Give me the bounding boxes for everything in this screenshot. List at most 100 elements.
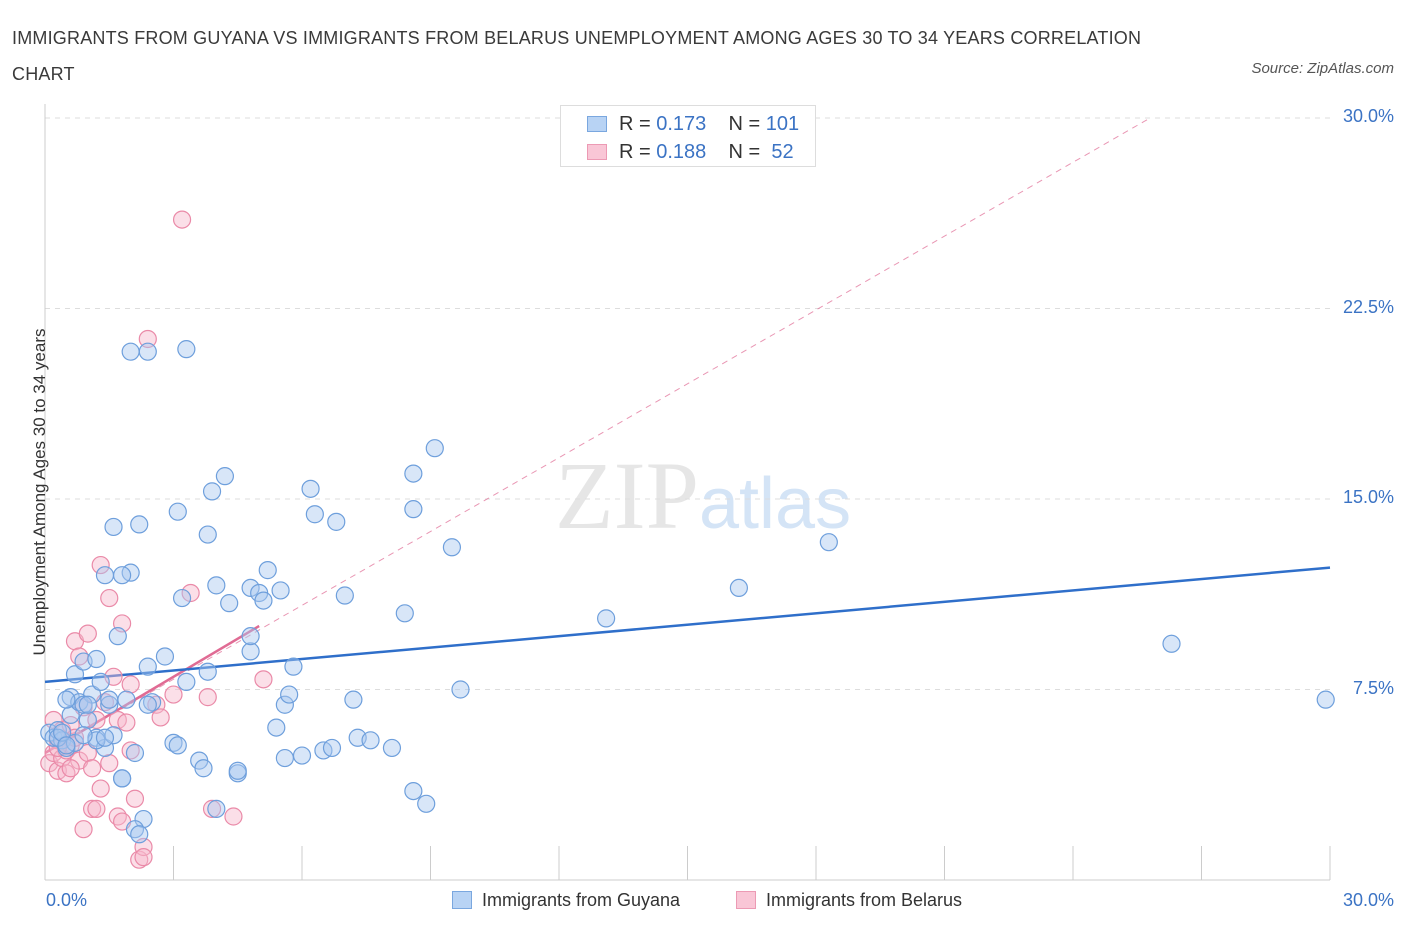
guyana-point <box>335 586 354 605</box>
guyana-legend-swatch <box>452 891 472 909</box>
r-label: R = <box>619 113 657 135</box>
guyana-point <box>95 728 115 747</box>
belarus-point <box>74 820 93 839</box>
guyana-point <box>74 695 93 714</box>
guyana-point <box>275 695 294 714</box>
guyana-trend-line <box>44 566 1331 684</box>
guyana-point <box>344 690 363 709</box>
belarus-point <box>91 555 110 575</box>
legend-item-guyana: Immigrants from Guyana <box>452 890 680 914</box>
guyana-point <box>1316 690 1335 709</box>
guyana-point <box>194 759 213 778</box>
guyana-point <box>305 505 324 524</box>
guyana-point <box>78 710 97 730</box>
guyana-point <box>404 781 423 801</box>
stats-legend: R = 0.173 N = 101 R = 0.188 N = 52 <box>560 105 816 167</box>
guyana-point <box>267 718 286 737</box>
guyana-point <box>57 690 76 709</box>
guyana-point <box>168 736 187 755</box>
guyana-point <box>207 799 226 818</box>
belarus-point <box>83 759 102 778</box>
guyana-point <box>241 627 260 646</box>
belarus-point <box>172 210 192 229</box>
guyana-point <box>198 525 217 544</box>
guyana-point <box>155 647 175 666</box>
r-value: 0.173 <box>656 113 707 135</box>
trend-lines <box>44 117 1331 755</box>
guyana-point <box>215 467 234 486</box>
guyana-point <box>819 533 838 552</box>
guyana-point <box>202 482 222 501</box>
belarus-legend-label: Immigrants from Belarus <box>766 890 963 910</box>
belarus-point <box>61 759 80 778</box>
guyana-point <box>121 342 140 361</box>
belarus-points <box>40 210 273 869</box>
belarus-point <box>78 624 97 643</box>
guyana-point <box>168 502 187 521</box>
guyana-point <box>404 500 423 519</box>
belarus-point <box>181 583 200 603</box>
r-value: 0.188 <box>656 141 707 163</box>
n-label: N = <box>728 113 766 135</box>
guyana-point <box>117 690 136 709</box>
guyana-point <box>130 825 149 844</box>
belarus-point <box>117 713 136 732</box>
guyana-point <box>100 695 119 714</box>
guyana-point <box>177 672 196 691</box>
guyana-point <box>241 642 260 661</box>
belarus-point <box>125 789 145 808</box>
guyana-point <box>284 657 303 676</box>
guyana-point <box>258 561 277 580</box>
guyana-point <box>104 517 123 537</box>
n-label: N = <box>728 141 766 163</box>
x-tick-label-min: 0.0% <box>46 890 88 910</box>
guyana-point <box>597 609 616 628</box>
belarus-trend-extension <box>44 117 1151 754</box>
guyana-points <box>40 340 1335 844</box>
guyana-point <box>130 515 149 534</box>
belarus-point <box>198 688 217 707</box>
belarus-point <box>87 799 106 818</box>
guyana-point <box>138 342 157 361</box>
n-value: 101 <box>765 113 800 135</box>
guyana-point <box>1162 634 1181 653</box>
legend-item-belarus: Immigrants from Belarus <box>736 890 962 914</box>
belarus-point <box>134 848 153 867</box>
belarus-point <box>254 670 273 689</box>
belarus-legend-swatch <box>736 891 756 909</box>
guyana-point <box>100 690 119 709</box>
y-tick-label: 30.0% <box>1342 106 1394 126</box>
guyana-point <box>57 736 76 755</box>
guyana-point <box>207 576 226 595</box>
x-tick-label-max: 30.0% <box>1342 890 1394 910</box>
belarus-point <box>100 588 119 608</box>
guyana-point <box>271 581 290 600</box>
guyana-point <box>442 538 462 557</box>
guyana-point <box>395 604 414 623</box>
n-value: 52 <box>765 141 794 163</box>
zipatlas-watermark: ZIPatlas <box>555 440 851 551</box>
guyana-point <box>417 794 436 813</box>
belarus-point <box>151 708 170 727</box>
guyana-point <box>729 578 749 598</box>
belarus-point <box>100 754 119 773</box>
y-axis-label: Unemployment Among Ages 30 to 34 years <box>30 328 49 656</box>
chart-title: IMMIGRANTS FROM GUYANA VS IMMIGRANTS FRO… <box>12 28 1142 84</box>
guyana-point <box>125 743 145 763</box>
y-tick-label: 7.5% <box>1352 677 1394 698</box>
guyana-point <box>451 680 470 699</box>
guyana-point <box>78 695 97 714</box>
guyana-point <box>228 761 247 780</box>
guyana-point <box>275 748 294 768</box>
guyana-point <box>138 657 157 676</box>
guyana-point <box>382 738 402 758</box>
guyana-point <box>301 479 320 498</box>
gridlines <box>45 117 1330 690</box>
belarus-point <box>224 807 243 826</box>
guyana-point <box>91 672 110 691</box>
guyana-point <box>112 769 132 788</box>
belarus-swatch <box>587 144 607 160</box>
guyana-point <box>95 566 115 585</box>
guyana-point <box>172 588 192 608</box>
